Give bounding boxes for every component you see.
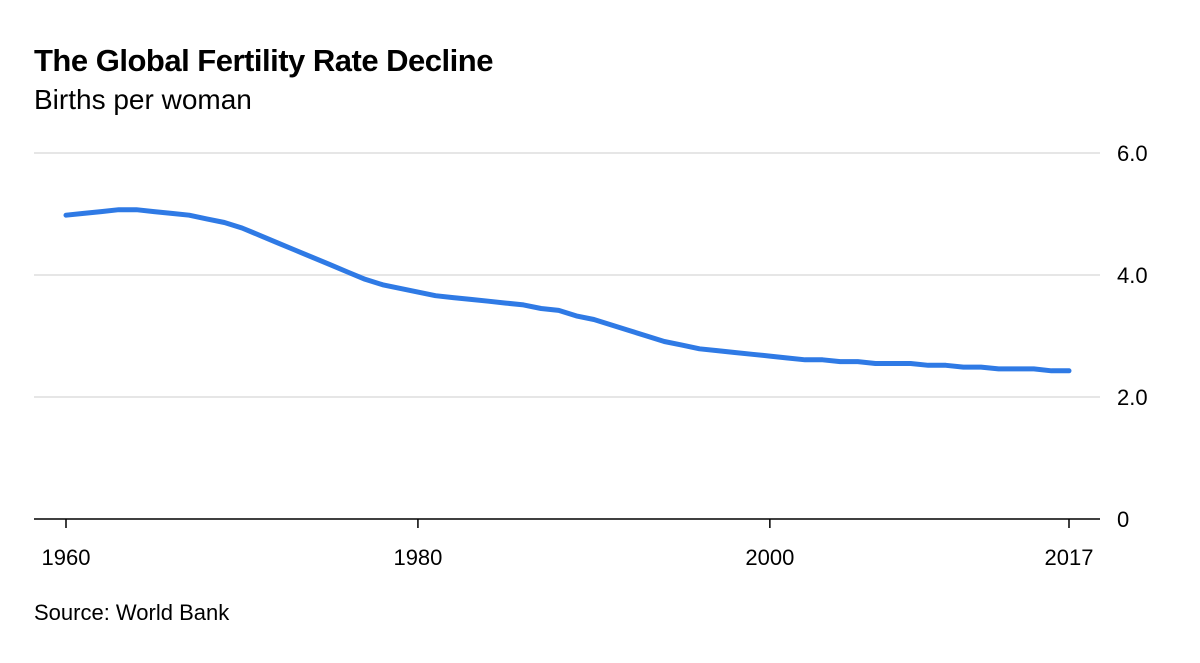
series-layer xyxy=(63,207,1072,374)
y-tick-label: 6.0 xyxy=(1117,141,1148,166)
y-axis-tick-labels: 0 2.0 4.0 6.0 xyxy=(1117,141,1148,532)
y-tick-label: 2.0 xyxy=(1117,385,1148,410)
chart-title: The Global Fertility Rate Decline xyxy=(34,43,493,78)
series-line xyxy=(63,207,1072,374)
source-note: Source: World Bank xyxy=(34,600,230,625)
y-tick-label: 4.0 xyxy=(1117,263,1148,288)
x-axis-tick-labels: 1960 1980 2000 2017 xyxy=(42,545,1094,570)
chart-subtitle: Births per woman xyxy=(34,84,252,115)
gridlines xyxy=(34,152,1100,398)
x-tick-label: 1980 xyxy=(393,545,442,570)
x-tick-label: 1960 xyxy=(42,545,91,570)
x-tick-label: 2000 xyxy=(745,545,794,570)
y-tick-label: 0 xyxy=(1117,507,1129,532)
x-axis xyxy=(34,518,1100,528)
x-tick-label: 2017 xyxy=(1045,545,1094,570)
